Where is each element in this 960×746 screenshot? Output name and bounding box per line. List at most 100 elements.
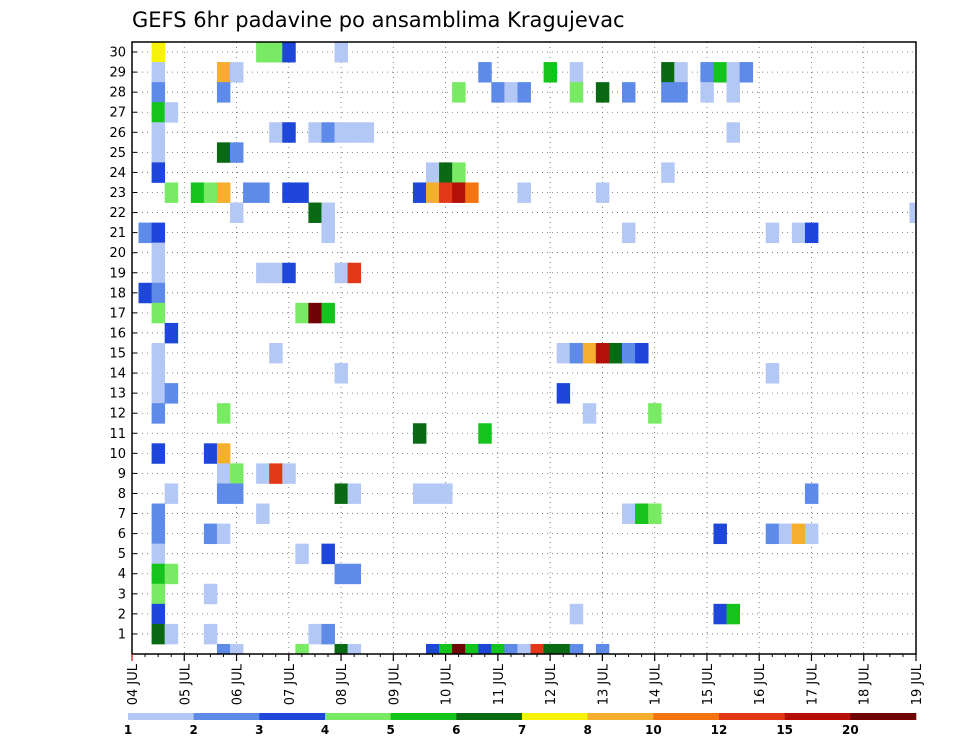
heatmap-cell (164, 102, 179, 123)
grid-lines (132, 42, 916, 654)
heatmap-cell (282, 262, 296, 284)
heatmap-cell (700, 82, 714, 103)
x-tick-label: 14 JUL (649, 663, 664, 705)
y-tick-label: 25 (109, 146, 126, 161)
heatmap-cell (648, 503, 662, 524)
y-tick-label: 15 (109, 347, 126, 362)
heatmap-cell (282, 42, 296, 63)
heatmap-cell (556, 383, 571, 404)
colorbar-label: 20 (842, 723, 859, 737)
heatmap-cell (151, 122, 166, 143)
x-tick-label: 11 JUL (492, 663, 507, 705)
y-tick-label: 13 (109, 387, 126, 402)
y-tick-label: 5 (118, 547, 126, 562)
heatmap-cell (726, 62, 740, 83)
heatmap-cell (569, 82, 584, 103)
heatmap-cell (151, 563, 166, 585)
y-tick-label: 28 (109, 86, 126, 101)
heatmap-cell (151, 523, 166, 545)
heatmap-cell (151, 142, 166, 163)
heatmap-cell (216, 463, 231, 484)
y-tick-label: 30 (109, 46, 126, 61)
heatmap-cell (347, 262, 362, 284)
y-tick-label: 24 (109, 166, 126, 181)
heatmap-cell (151, 443, 166, 464)
x-tick-label: 17 JUL (805, 663, 820, 705)
heatmap-cell (595, 82, 610, 103)
chart-title: GEFS 6hr padavine po ansamblima Kragujev… (132, 8, 625, 32)
heatmap-cell (321, 543, 335, 565)
colorbar: 1 2 3 4 5 6 7 8 10 12 15 20 (124, 713, 917, 737)
heatmap-cell (595, 643, 610, 655)
heatmap-cell (595, 342, 610, 364)
x-tick-label: 16 JUL (753, 663, 768, 705)
heatmap-cell (321, 302, 335, 324)
heatmap-cell (151, 262, 166, 284)
heatmap-cell (295, 302, 309, 324)
heatmap-cell (543, 62, 558, 83)
heatmap-cell (569, 342, 584, 364)
colorbar-segment (653, 713, 720, 720)
heatmap-cell (726, 603, 740, 625)
heatmap-cell (151, 222, 166, 244)
heatmap-cell (491, 82, 505, 103)
heatmap-cell (164, 483, 179, 504)
heatmap-cell (452, 162, 466, 183)
colorbar-label: 12 (711, 723, 728, 737)
heatmap-cell (726, 82, 740, 103)
colorbar-label: 6 (452, 723, 460, 737)
heatmap-cell (308, 623, 322, 645)
heatmap-cell (439, 182, 453, 203)
colorbar-segment (259, 713, 326, 720)
heatmap-cell (256, 182, 270, 203)
heatmap-cell (243, 182, 257, 203)
heatmap-cell (203, 583, 218, 605)
heatmap-cell (622, 82, 636, 103)
heatmap-cell (230, 62, 244, 83)
heatmap-cell (203, 523, 218, 545)
heatmap-cell (739, 62, 754, 83)
heatmap-cell (151, 603, 166, 625)
x-tick-label: 05 JUL (178, 663, 193, 705)
heatmap-cell (216, 142, 231, 163)
heatmap-cell (334, 122, 348, 143)
heatmap-cell (622, 503, 636, 524)
heatmap-cell (151, 342, 166, 364)
heatmap-cell (726, 122, 740, 143)
colorbar-label: 1 (124, 723, 132, 737)
heatmap-cell (230, 483, 244, 504)
heatmap-cell (334, 483, 348, 504)
heatmap-cell (269, 42, 283, 63)
heatmap-cell (491, 643, 505, 655)
heatmap-cell (151, 62, 166, 83)
y-tick-label: 6 (118, 527, 126, 542)
heatmap-cell (569, 643, 584, 655)
heatmap-cell (765, 363, 780, 384)
heatmap-cell (765, 222, 780, 244)
heatmap-cell (622, 342, 636, 364)
heatmap-cell (138, 222, 152, 244)
heatmap-cell (321, 222, 335, 244)
heatmap-cell (465, 182, 479, 203)
heatmap-cell (334, 563, 348, 585)
colorbar-label: 3 (255, 723, 263, 737)
heatmap-cell (791, 523, 806, 545)
heatmap-cell (412, 182, 427, 203)
heatmap-cell (151, 102, 166, 123)
heatmap-cell (216, 443, 231, 464)
y-tick-label: 11 (109, 427, 126, 442)
y-tick-label: 8 (118, 487, 126, 502)
heatmap-cell (308, 302, 322, 324)
colorbar-label: 8 (583, 723, 591, 737)
heatmap-cell (622, 222, 636, 244)
heatmap-cell (216, 403, 231, 424)
heatmap-cell (909, 202, 917, 223)
heatmap-cell (347, 483, 362, 504)
heatmap-cell (203, 443, 218, 464)
heatmap-cell (412, 483, 427, 504)
y-tick-label: 4 (118, 567, 126, 582)
y-tick-label: 7 (118, 507, 126, 522)
heatmap-cell (256, 463, 270, 484)
heatmap-cell (661, 62, 675, 83)
y-tick-label: 10 (109, 447, 126, 462)
